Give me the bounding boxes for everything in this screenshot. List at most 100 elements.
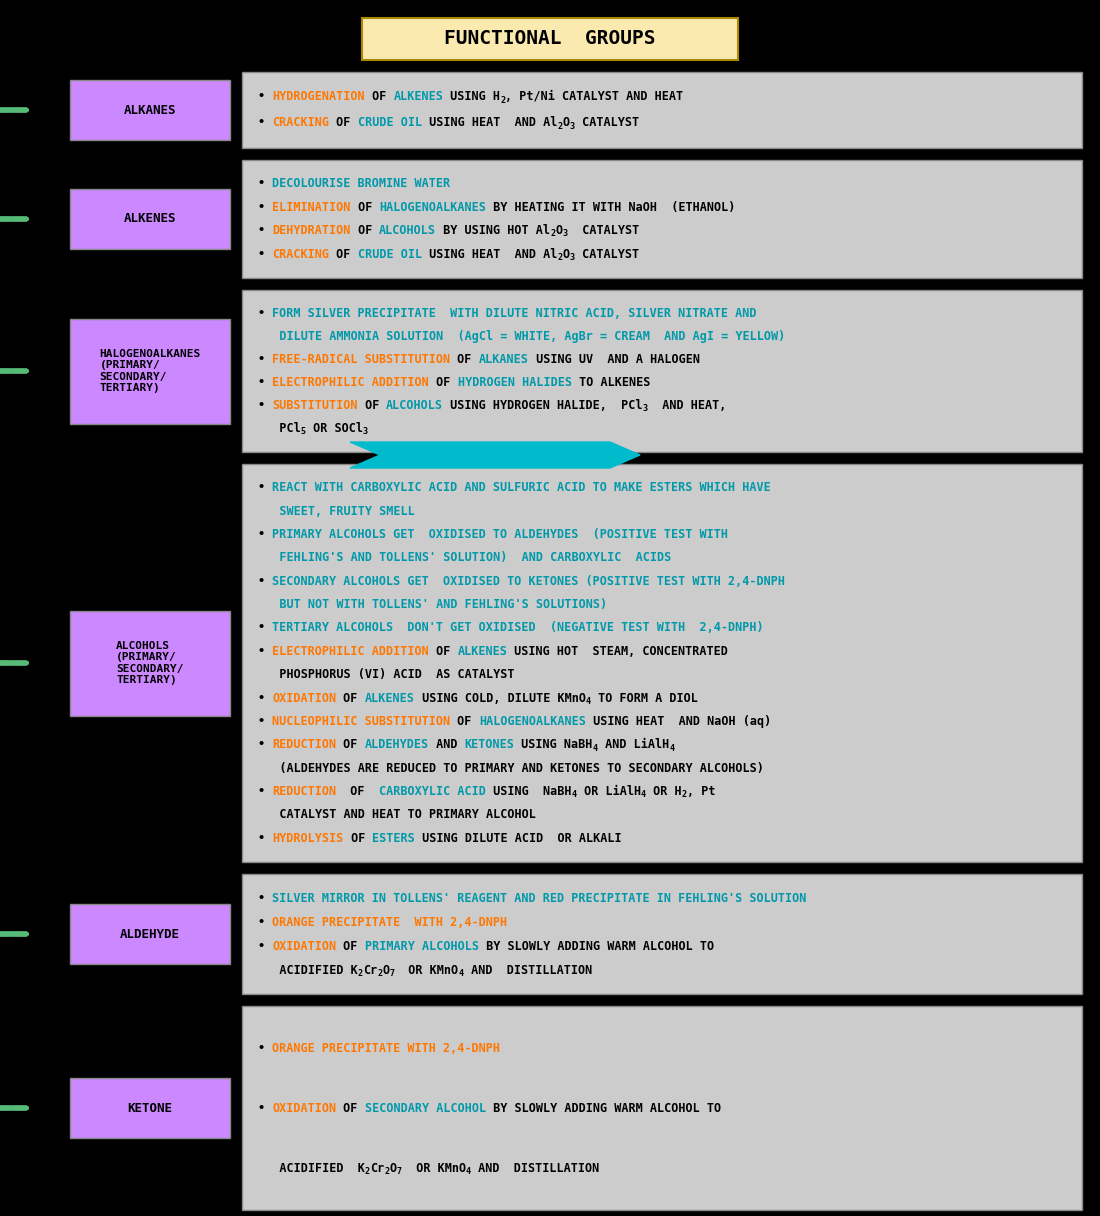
Text: , Pt/Ni CATALYST AND HEAT: , Pt/Ni CATALYST AND HEAT bbox=[505, 90, 683, 103]
Text: ELECTROPHILIC ADDITION: ELECTROPHILIC ADDITION bbox=[273, 376, 429, 389]
FancyBboxPatch shape bbox=[70, 610, 230, 715]
Text: PRIMARY ALCOHOLS GET  OXIDISED TO ALDEHYDES  (POSITIVE TEST WITH: PRIMARY ALCOHOLS GET OXIDISED TO ALDEHYD… bbox=[273, 528, 728, 541]
Text: BY SLOWLY ADDING WARM ALCOHOL TO: BY SLOWLY ADDING WARM ALCOHOL TO bbox=[478, 940, 714, 952]
Text: •: • bbox=[258, 940, 273, 952]
Text: 2: 2 bbox=[558, 253, 562, 261]
Text: OF: OF bbox=[450, 715, 478, 728]
Text: ELIMINATION: ELIMINATION bbox=[273, 201, 351, 214]
Text: 3: 3 bbox=[570, 253, 574, 261]
Text: SWEET, FRUITY SMELL: SWEET, FRUITY SMELL bbox=[258, 505, 415, 518]
Text: •: • bbox=[258, 916, 273, 929]
Text: ORANGE PRECIPITATE  WITH 2,4-DNPH: ORANGE PRECIPITATE WITH 2,4-DNPH bbox=[273, 916, 507, 929]
Text: DECOLOURISE BROMINE WATER: DECOLOURISE BROMINE WATER bbox=[273, 178, 450, 190]
Text: •: • bbox=[258, 715, 273, 728]
Text: •: • bbox=[258, 482, 273, 494]
Text: USING COLD, DILUTE KMnO: USING COLD, DILUTE KMnO bbox=[415, 692, 585, 704]
Text: ALDEHYDE: ALDEHYDE bbox=[120, 928, 180, 940]
Text: 7: 7 bbox=[396, 1166, 402, 1176]
Text: ALCOHOLS
(PRIMARY/
SECONDARY/
TERTIARY): ALCOHOLS (PRIMARY/ SECONDARY/ TERTIARY) bbox=[117, 641, 184, 686]
Text: •: • bbox=[258, 117, 273, 129]
Text: USING H: USING H bbox=[443, 90, 500, 103]
Text: OF: OF bbox=[429, 376, 458, 389]
Text: DEHYDRATION: DEHYDRATION bbox=[273, 224, 351, 237]
Text: O: O bbox=[383, 963, 389, 976]
Text: KETONE: KETONE bbox=[128, 1102, 173, 1115]
Text: REDUCTION: REDUCTION bbox=[273, 738, 337, 751]
Text: 3: 3 bbox=[562, 230, 568, 238]
Text: BY HEATING IT WITH NaOH  (ETHANOL): BY HEATING IT WITH NaOH (ETHANOL) bbox=[486, 201, 736, 214]
Text: •: • bbox=[258, 201, 273, 214]
Text: SECONDARY ALCOHOL: SECONDARY ALCOHOL bbox=[365, 1102, 486, 1115]
Text: HALOGENOALKANES
(PRIMARY/
SECONDARY/
TERTIARY): HALOGENOALKANES (PRIMARY/ SECONDARY/ TER… bbox=[99, 349, 200, 394]
Text: OF: OF bbox=[337, 692, 365, 704]
Text: •: • bbox=[258, 376, 273, 389]
Text: 2: 2 bbox=[500, 96, 505, 105]
Text: , Pt: , Pt bbox=[686, 786, 715, 798]
Text: ESTERS: ESTERS bbox=[372, 832, 415, 845]
FancyBboxPatch shape bbox=[70, 1079, 230, 1138]
Text: PHOSPHORUS (VI) ACID  AS CATALYST: PHOSPHORUS (VI) ACID AS CATALYST bbox=[258, 668, 515, 681]
Text: ALCOHOLS: ALCOHOLS bbox=[386, 399, 443, 412]
Text: •: • bbox=[258, 178, 273, 190]
Text: OF: OF bbox=[343, 832, 372, 845]
Text: USING HEAT  AND NaOH (aq): USING HEAT AND NaOH (aq) bbox=[585, 715, 771, 728]
Text: ORANGE PRECIPITATE WITH 2,4-DNPH: ORANGE PRECIPITATE WITH 2,4-DNPH bbox=[273, 1041, 500, 1054]
Text: ACIDIFIED  K: ACIDIFIED K bbox=[258, 1161, 365, 1175]
FancyBboxPatch shape bbox=[242, 465, 1082, 862]
Text: HALOGENOALKANES: HALOGENOALKANES bbox=[379, 201, 486, 214]
Text: FEHLING'S AND TOLLENS' SOLUTION)  AND CARBOXYLIC  ACIDS: FEHLING'S AND TOLLENS' SOLUTION) AND CAR… bbox=[258, 551, 671, 564]
FancyBboxPatch shape bbox=[242, 289, 1082, 452]
FancyBboxPatch shape bbox=[242, 1006, 1082, 1210]
Text: USING DILUTE ACID  OR ALKALI: USING DILUTE ACID OR ALKALI bbox=[415, 832, 621, 845]
Text: ALKANES: ALKANES bbox=[123, 103, 176, 117]
Text: 2: 2 bbox=[358, 969, 363, 978]
Text: OF: OF bbox=[450, 353, 478, 366]
Text: DILUTE AMMONIA SOLUTION  (AgCl = WHITE, AgBr = CREAM  AND AgI = YELLOW): DILUTE AMMONIA SOLUTION (AgCl = WHITE, A… bbox=[258, 330, 785, 343]
Text: 2: 2 bbox=[550, 230, 556, 238]
Text: OF: OF bbox=[429, 644, 458, 658]
Text: ELECTROPHILIC ADDITION: ELECTROPHILIC ADDITION bbox=[273, 644, 429, 658]
Text: 4: 4 bbox=[593, 743, 598, 753]
Text: AND HEAT,: AND HEAT, bbox=[648, 399, 726, 412]
Text: PRIMARY ALCOHOLS: PRIMARY ALCOHOLS bbox=[365, 940, 478, 952]
Text: OF: OF bbox=[351, 201, 380, 214]
FancyBboxPatch shape bbox=[242, 72, 1082, 148]
Text: •: • bbox=[258, 832, 273, 845]
Text: OF: OF bbox=[337, 738, 365, 751]
Text: •: • bbox=[258, 786, 273, 798]
Text: OF: OF bbox=[358, 399, 386, 412]
Text: •: • bbox=[258, 1041, 273, 1054]
Text: OXIDATION: OXIDATION bbox=[273, 692, 337, 704]
Text: BY SLOWLY ADDING WARM ALCOHOL TO: BY SLOWLY ADDING WARM ALCOHOL TO bbox=[486, 1102, 722, 1115]
Text: 3: 3 bbox=[363, 427, 368, 437]
Text: TO ALKENES: TO ALKENES bbox=[572, 376, 650, 389]
Text: O: O bbox=[562, 117, 570, 129]
Text: OF: OF bbox=[337, 786, 379, 798]
Text: 4: 4 bbox=[459, 969, 464, 978]
Text: BY USING HOT Al: BY USING HOT Al bbox=[436, 224, 550, 237]
Text: PCl: PCl bbox=[258, 422, 300, 435]
Text: OR LiAlH: OR LiAlH bbox=[576, 786, 640, 798]
FancyBboxPatch shape bbox=[242, 874, 1082, 993]
Text: OF: OF bbox=[329, 117, 358, 129]
Text: USING  NaBH: USING NaBH bbox=[486, 786, 572, 798]
Text: OXIDATION: OXIDATION bbox=[273, 1102, 337, 1115]
Text: CATALYST: CATALYST bbox=[568, 224, 639, 237]
Text: 7: 7 bbox=[389, 969, 395, 978]
Text: OR KMnO: OR KMnO bbox=[402, 1161, 465, 1175]
Text: 4: 4 bbox=[669, 743, 674, 753]
Text: FORM SILVER PRECIPITATE  WITH DILUTE NITRIC ACID, SILVER NITRATE AND: FORM SILVER PRECIPITATE WITH DILUTE NITR… bbox=[273, 306, 757, 320]
Text: AND: AND bbox=[429, 738, 464, 751]
Text: 4: 4 bbox=[640, 790, 646, 799]
Text: ALDEHYDES: ALDEHYDES bbox=[365, 738, 429, 751]
Text: CATALYST: CATALYST bbox=[574, 248, 639, 260]
Text: REDUCTION: REDUCTION bbox=[273, 786, 337, 798]
Text: CRACKING: CRACKING bbox=[273, 117, 329, 129]
Text: 5: 5 bbox=[300, 427, 306, 437]
Text: USING HOT  STEAM, CONCENTRATED: USING HOT STEAM, CONCENTRATED bbox=[507, 644, 728, 658]
FancyBboxPatch shape bbox=[70, 80, 230, 140]
Text: CATALYST: CATALYST bbox=[574, 117, 639, 129]
Text: ACIDIFIED K: ACIDIFIED K bbox=[258, 963, 358, 976]
Text: FREE-RADICAL SUBSTITUTION: FREE-RADICAL SUBSTITUTION bbox=[273, 353, 450, 366]
Text: HYDROGENATION: HYDROGENATION bbox=[273, 90, 365, 103]
